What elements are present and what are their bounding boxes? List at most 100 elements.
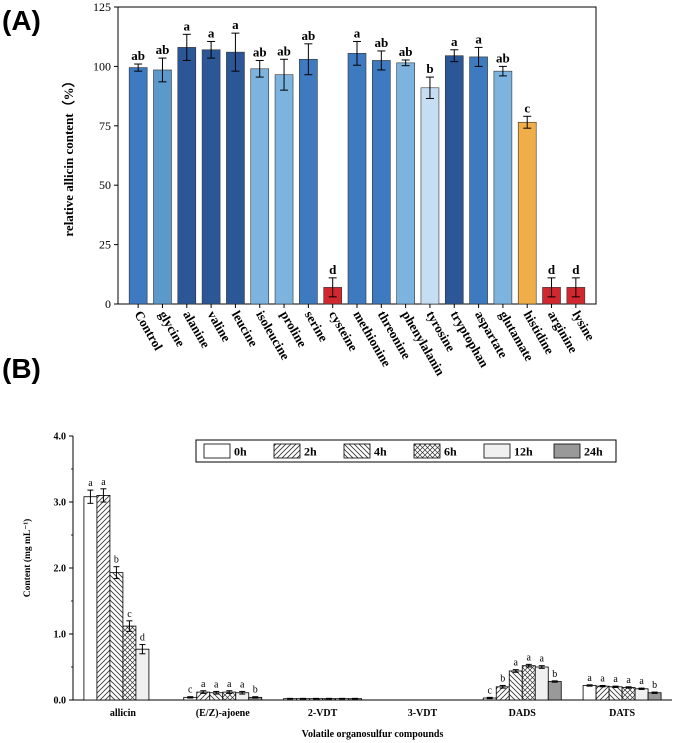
bar bbox=[109, 572, 124, 701]
significance-letter: a bbox=[514, 658, 519, 669]
significance-letter: a bbox=[88, 478, 93, 489]
bar bbox=[201, 49, 221, 305]
panel-a-chart: 0 25 50 75 100 125 relative allicin content（%）… bbox=[61, 0, 598, 379]
y-tick-label: 100 bbox=[93, 59, 111, 73]
bar bbox=[582, 685, 597, 701]
legend-label: 2h bbox=[304, 445, 317, 459]
significance-letter: a bbox=[240, 679, 245, 690]
significance-letter: b bbox=[253, 685, 258, 696]
significance-letter: c bbox=[488, 685, 493, 696]
bar bbox=[396, 62, 415, 305]
bar bbox=[299, 58, 318, 305]
y-tick-label: 0.0 bbox=[54, 696, 67, 707]
significance-letter: b bbox=[114, 555, 119, 566]
y-tick-label: 75 bbox=[99, 119, 111, 133]
significance-letter: a bbox=[201, 679, 206, 690]
significance-letter: d bbox=[140, 633, 145, 644]
bar bbox=[508, 670, 523, 701]
bar bbox=[634, 688, 649, 701]
bar bbox=[153, 69, 172, 305]
y-tick-label: 25 bbox=[99, 238, 111, 252]
legend-box bbox=[195, 439, 617, 463]
y-tick-label: 0 bbox=[105, 297, 111, 311]
significance-letter: b bbox=[552, 669, 557, 680]
bar bbox=[274, 74, 294, 305]
bar bbox=[372, 60, 391, 305]
bar bbox=[534, 666, 549, 701]
significance-letter: d bbox=[572, 262, 580, 277]
significance-letter: ab bbox=[156, 42, 170, 57]
bar bbox=[493, 70, 513, 305]
y-tick-label: 3.0 bbox=[54, 498, 67, 509]
legend-swatch bbox=[203, 443, 231, 459]
bar bbox=[521, 665, 536, 701]
bar bbox=[128, 67, 148, 305]
bar bbox=[347, 53, 367, 305]
legend-swatch bbox=[273, 443, 301, 459]
bar bbox=[547, 681, 562, 701]
bar bbox=[495, 686, 510, 701]
significance-letter: ab bbox=[399, 44, 413, 59]
significance-letter: a bbox=[639, 676, 644, 687]
x-tick-label: (E/Z)-ajoene bbox=[196, 708, 250, 719]
panel-b-chart: 0.0 1.0 2.0 3.0 4.0 Content (mg mL⁻¹) Volatile… bbox=[22, 432, 672, 740]
significance-letter: c bbox=[127, 609, 132, 620]
legend-label: 12h bbox=[514, 445, 533, 459]
y-tick-label: 4.0 bbox=[54, 432, 67, 443]
significance-letter: a bbox=[613, 674, 618, 685]
legend-label: 6h bbox=[444, 445, 457, 459]
y-tick-label: 2.0 bbox=[54, 564, 67, 575]
legend-swatch bbox=[343, 443, 371, 459]
legend-swatch bbox=[483, 443, 511, 459]
bar bbox=[96, 494, 111, 701]
x-axis-label: Volatile organosulfur compounds bbox=[302, 729, 444, 740]
significance-letter: ab bbox=[253, 44, 267, 59]
y-axis-label: Content (mg mL⁻¹) bbox=[22, 519, 33, 598]
significance-letter: a bbox=[232, 17, 239, 32]
bar bbox=[469, 56, 488, 305]
bar bbox=[420, 87, 440, 305]
significance-letter: ab bbox=[374, 35, 388, 50]
significance-letter: c bbox=[188, 685, 193, 696]
significance-letter: ab bbox=[277, 43, 291, 58]
significance-letter: ab bbox=[131, 48, 145, 63]
bar bbox=[250, 68, 270, 305]
legend-swatch bbox=[413, 443, 441, 459]
bar bbox=[226, 51, 245, 305]
significance-letter: d bbox=[548, 262, 556, 277]
bar bbox=[595, 685, 610, 701]
significance-letter: a bbox=[184, 18, 191, 33]
x-tick-label: 3-VDT bbox=[408, 708, 438, 719]
significance-letter: a bbox=[475, 31, 482, 46]
legend-label: 4h bbox=[374, 445, 387, 459]
x-tick-label: allicin bbox=[110, 708, 137, 719]
x-tick-label: DATS bbox=[609, 708, 635, 719]
x-tick-label: DADS bbox=[509, 708, 537, 719]
bar bbox=[444, 55, 464, 305]
y-tick-label: 1.0 bbox=[54, 630, 67, 641]
significance-letter: a bbox=[208, 25, 215, 40]
significance-letter: a bbox=[626, 675, 631, 686]
bar bbox=[621, 687, 636, 701]
legend-label: 24h bbox=[584, 445, 603, 459]
significance-letter: d bbox=[329, 262, 337, 277]
significance-letter: a bbox=[540, 654, 545, 665]
significance-letter: a bbox=[214, 679, 219, 690]
significance-letter: a bbox=[587, 673, 592, 684]
significance-letter: a bbox=[451, 34, 458, 49]
bar bbox=[517, 121, 537, 305]
bar bbox=[83, 496, 98, 701]
legend-swatch bbox=[553, 443, 581, 459]
significance-letter: a bbox=[227, 679, 232, 690]
x-tick-label: 2-VDT bbox=[308, 708, 338, 719]
y-tick-label: 125 bbox=[93, 0, 111, 14]
significance-letter: b bbox=[500, 673, 505, 684]
y-axis-label: relative allicin content（%） bbox=[61, 74, 76, 236]
panel-a-label: (A) bbox=[2, 5, 41, 36]
y-tick-label: 50 bbox=[99, 178, 111, 192]
legend-label: 0h bbox=[234, 445, 247, 459]
significance-letter: c bbox=[524, 100, 530, 115]
significance-letter: a bbox=[527, 652, 532, 663]
bar bbox=[608, 686, 623, 701]
significance-letter: ab bbox=[496, 50, 510, 65]
